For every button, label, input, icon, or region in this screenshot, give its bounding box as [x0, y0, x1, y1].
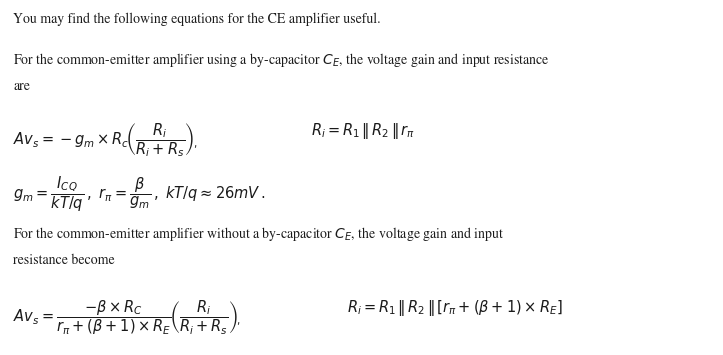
Text: For the common-emitter amplifier without a by-capacitor $C_E$, the voltage gain : For the common-emitter amplifier without…: [13, 225, 504, 244]
Text: resistance become: resistance become: [13, 254, 115, 267]
Text: $g_m = \dfrac{I_{CQ}}{kT/q}\,,\ r_\pi = \dfrac{\beta}{g_m}\,,\ kT/q \approx 26mV: $g_m = \dfrac{I_{CQ}}{kT/q}\,,\ r_\pi = …: [13, 174, 265, 214]
Text: $R_i = R_1\,\|\,R_2\,\|\,r_\pi$: $R_i = R_1\,\|\,R_2\,\|\,r_\pi$: [311, 121, 415, 141]
Text: $Av_s = \dfrac{-\beta \times R_C}{r_\pi + (\beta+1)\times R_E}\!\left(\dfrac{R_i: $Av_s = \dfrac{-\beta \times R_C}{r_\pi …: [13, 298, 241, 337]
Text: You may find the following equations for the CE amplifier useful.: You may find the following equations for…: [13, 12, 380, 26]
Text: $R_i = R_1\,\|\,R_2\,\|\,\left[r_\pi + (\beta+1)\times R_E\right]$: $R_i = R_1\,\|\,R_2\,\|\,\left[r_\pi + (…: [347, 298, 562, 318]
Text: For the common-emitter amplifier using a by-capacitor $C_E$, the voltage gain an: For the common-emitter amplifier using a…: [13, 51, 549, 70]
Text: are: are: [13, 80, 30, 93]
Text: $Av_s = -g_m \times R_c\!\left(\dfrac{R_i}{R_i + R_s}\right)_{\!,}$: $Av_s = -g_m \times R_c\!\left(\dfrac{R_…: [13, 121, 197, 159]
